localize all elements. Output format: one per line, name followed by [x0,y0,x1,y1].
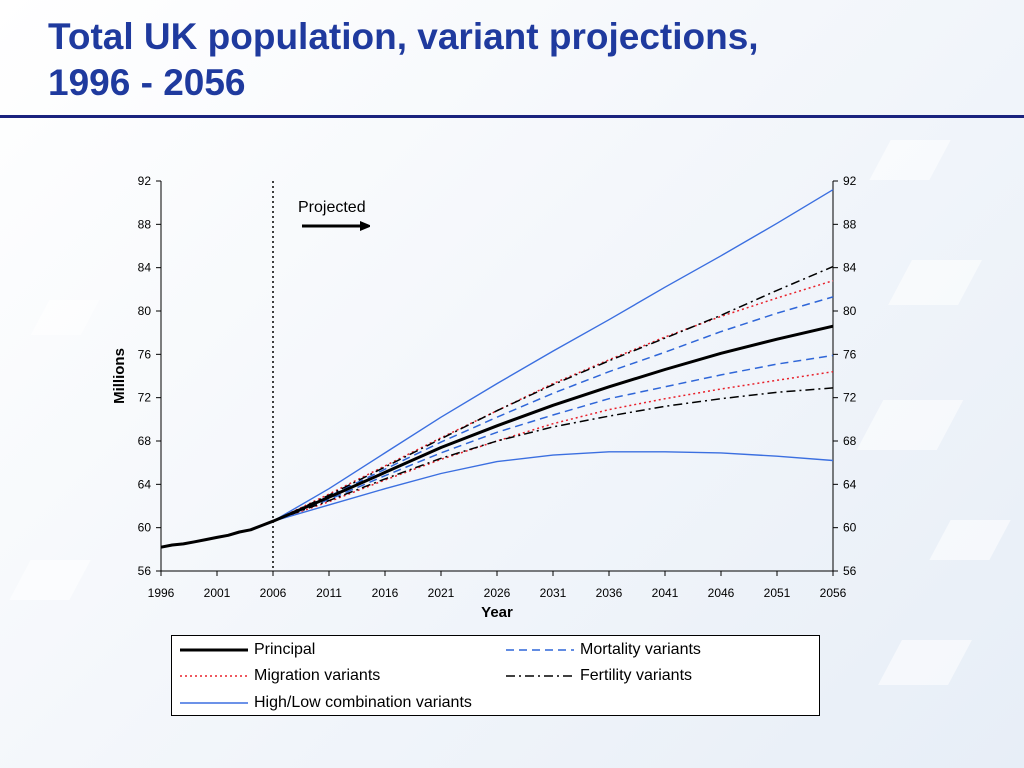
x-tick-label: 2036 [596,586,623,600]
legend-item: Mortality variants [506,639,701,661]
y-tick-label-right: 84 [843,261,857,275]
x-tick-label: 2056 [820,586,847,600]
legend-item: Principal [180,639,315,661]
legend-label: Mortality variants [580,641,701,658]
series-line-migration-variants [272,370,834,522]
slide-title-line-1: Total UK population, variant projections… [48,16,759,57]
legend-label: Fertility variants [580,667,693,684]
series-line-mortality-variants [272,296,834,522]
x-axis-title: Year [481,604,513,621]
y-tick-label-right: 88 [843,217,857,231]
y-tick-label-right: 76 [843,347,857,361]
y-tick-label-right: 80 [843,304,857,318]
x-tick-label: 2051 [764,586,791,600]
x-tick-label: 2046 [708,586,735,600]
y-tick-label-left: 72 [138,391,152,405]
y-tick-label-right: 92 [843,174,857,188]
y-tick-label-right: 56 [843,564,857,578]
title-divider [0,115,1024,118]
x-tick-label: 2006 [260,586,287,600]
legend-item: High/Low combination variants [180,692,472,714]
y-tick-label-right: 68 [843,434,857,448]
series-lines [160,189,834,549]
series-line-migration-variants [272,279,834,522]
x-tick-label: 2011 [316,586,342,600]
axes: 56 56 60 60 64 64 68 68 72 72 76 76 80 80 84 84 88 88 92 92… [138,174,857,600]
y-tick-label-right: 60 [843,521,857,535]
legend-swatch [180,675,248,677]
legend-item: Fertility variants [506,665,692,687]
x-tick-label: 2041 [652,586,679,600]
legend-swatch [180,702,248,704]
legend-swatch [506,675,574,677]
series-line-high-low-combination-variants [272,189,834,522]
y-tick-label-left: 76 [138,347,152,361]
x-tick-label: 2026 [484,586,511,600]
y-tick-label-left: 88 [138,217,152,231]
series-line-high-low-combination-variants [272,451,834,522]
legend-label: Migration variants [254,667,381,684]
x-tick-label: 2016 [372,586,399,600]
y-tick-label-left: 84 [138,261,152,275]
x-tick-label: 2031 [540,586,567,600]
legend-swatch [506,649,574,651]
y-tick-label-left: 60 [138,521,152,535]
projected-label: Projected [298,199,366,216]
series-line-mortality-variants [272,354,834,522]
x-tick-label: 1996 [148,586,175,600]
y-tick-label-left: 56 [138,564,152,578]
chart-legend: Principal Mortality variants Migration var… [171,635,820,716]
legend-swatch [180,648,248,652]
legend-label: High/Low combination variants [254,694,472,711]
projection-annotation: Projected [298,199,366,226]
slide-title-line-2: 1996 - 2056 [48,62,246,103]
legend-item: Migration variants [180,665,380,687]
y-tick-label-left: 68 [138,434,152,448]
x-tick-label: 2001 [204,586,231,600]
legend-label: Principal [254,641,316,658]
y-axis-title: Millions [111,348,128,404]
y-tick-label-right: 72 [843,391,857,405]
x-tick-label: 2021 [428,586,455,600]
series-line-principal [160,324,834,549]
y-tick-label-right: 64 [843,477,857,491]
y-tick-label-left: 92 [138,174,152,188]
series-line-fertility-variants [272,265,834,522]
series-line-fertility-variants [272,387,834,522]
y-tick-label-left: 80 [138,304,152,318]
y-tick-label-left: 64 [138,477,152,491]
slide-title: Total UK population, variant projections… [48,14,948,106]
